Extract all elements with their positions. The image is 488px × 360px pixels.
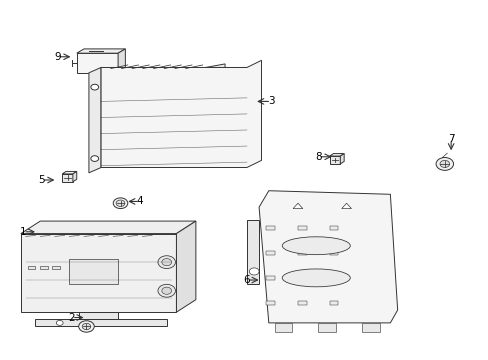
Bar	[266, 226, 275, 230]
Bar	[69, 258, 118, 284]
Polygon shape	[329, 154, 344, 156]
Bar	[266, 276, 275, 280]
Text: 6: 6	[243, 275, 250, 285]
Polygon shape	[341, 203, 351, 208]
Bar	[21, 234, 176, 312]
Bar	[329, 276, 338, 280]
Text: 5: 5	[39, 175, 45, 185]
Ellipse shape	[282, 237, 349, 255]
Circle shape	[210, 69, 219, 76]
Circle shape	[91, 156, 99, 161]
Polygon shape	[292, 203, 302, 208]
Polygon shape	[205, 64, 224, 87]
Text: 3: 3	[267, 96, 274, 107]
Text: 7: 7	[447, 134, 453, 144]
Text: 1: 1	[20, 227, 26, 237]
Bar	[362, 323, 379, 332]
Circle shape	[162, 287, 171, 294]
Text: 8: 8	[314, 152, 321, 162]
Circle shape	[91, 84, 99, 90]
Bar	[246, 220, 259, 284]
Bar	[297, 301, 306, 305]
Polygon shape	[176, 221, 196, 312]
Bar	[329, 251, 338, 255]
Circle shape	[439, 161, 449, 167]
Bar	[77, 53, 118, 73]
Polygon shape	[21, 221, 196, 234]
Bar	[266, 251, 275, 255]
Polygon shape	[73, 171, 77, 182]
Bar	[274, 323, 291, 332]
Circle shape	[56, 320, 63, 325]
Ellipse shape	[282, 269, 349, 287]
Bar	[35, 319, 166, 327]
Bar	[329, 301, 338, 305]
Circle shape	[158, 284, 175, 297]
Bar	[52, 266, 60, 269]
Polygon shape	[118, 49, 125, 73]
Text: 2: 2	[68, 312, 75, 323]
Polygon shape	[101, 60, 261, 167]
Bar	[266, 301, 275, 305]
Circle shape	[116, 200, 124, 206]
Polygon shape	[89, 67, 101, 173]
Polygon shape	[77, 49, 125, 53]
Polygon shape	[259, 191, 397, 323]
Circle shape	[158, 256, 175, 269]
Circle shape	[79, 321, 94, 332]
Text: 9: 9	[54, 52, 61, 62]
Bar	[28, 266, 35, 269]
Circle shape	[435, 157, 453, 170]
Circle shape	[113, 198, 127, 208]
Bar	[318, 323, 335, 332]
Circle shape	[162, 258, 171, 266]
Circle shape	[82, 323, 91, 330]
Circle shape	[249, 268, 259, 275]
Bar	[329, 156, 340, 164]
Bar	[297, 276, 306, 280]
Bar	[62, 174, 73, 182]
Bar	[329, 226, 338, 230]
Bar	[40, 266, 47, 269]
Text: 4: 4	[136, 197, 143, 206]
Polygon shape	[62, 171, 77, 174]
Bar	[297, 251, 306, 255]
Bar	[297, 226, 306, 230]
Polygon shape	[340, 154, 344, 164]
Bar	[79, 312, 118, 319]
